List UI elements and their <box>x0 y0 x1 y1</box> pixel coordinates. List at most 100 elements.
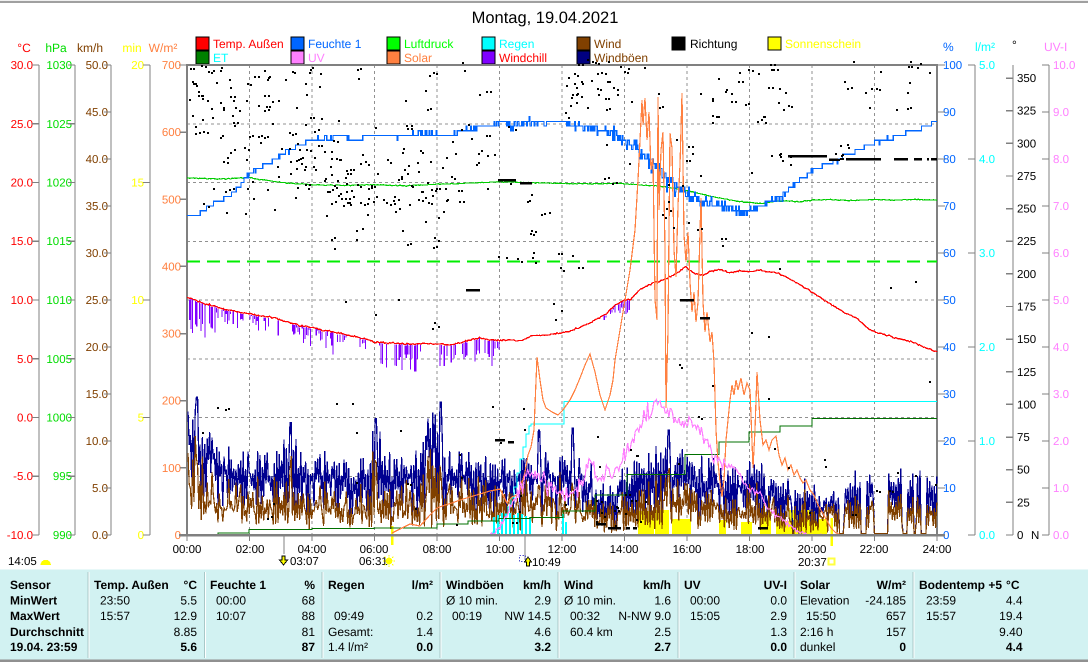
svg-text:68: 68 <box>302 594 316 608</box>
svg-text:00:00: 00:00 <box>690 594 720 608</box>
svg-text:°C: °C <box>184 578 198 592</box>
svg-text:175: 175 <box>1017 302 1036 314</box>
svg-text:4.4: 4.4 <box>1006 594 1023 608</box>
svg-text:500: 500 <box>162 194 181 206</box>
svg-text:dunkel: dunkel <box>800 640 835 654</box>
svg-text:700: 700 <box>162 60 181 72</box>
svg-text:UV: UV <box>308 51 325 65</box>
svg-text:UV-I: UV-I <box>764 578 787 592</box>
svg-text:4.6: 4.6 <box>534 625 551 639</box>
svg-text:00:19: 00:19 <box>452 609 482 623</box>
svg-text:30.0: 30.0 <box>86 248 108 260</box>
svg-text:18:00: 18:00 <box>736 544 765 556</box>
svg-text:50.0: 50.0 <box>86 60 108 72</box>
svg-text:8.85: 8.85 <box>174 625 198 639</box>
svg-text:3.0: 3.0 <box>1053 389 1069 401</box>
svg-text:19.04. 23:59: 19.04. 23:59 <box>10 640 78 654</box>
svg-text:8.0: 8.0 <box>1053 154 1069 166</box>
svg-text:22:00: 22:00 <box>860 544 889 556</box>
svg-text:75: 75 <box>1017 432 1030 444</box>
svg-text:80: 80 <box>943 154 956 166</box>
svg-text:4.0: 4.0 <box>979 154 995 166</box>
svg-text:9.0: 9.0 <box>1053 107 1069 119</box>
svg-text:1000: 1000 <box>46 413 72 425</box>
svg-text:0.0: 0.0 <box>416 640 433 654</box>
svg-text:20.0: 20.0 <box>86 342 108 354</box>
svg-text:Durchschnitt: Durchschnitt <box>10 625 84 639</box>
svg-text:10.0: 10.0 <box>11 295 33 307</box>
svg-text:87: 87 <box>302 640 316 654</box>
svg-text:350: 350 <box>1017 73 1036 85</box>
svg-text:N: N <box>1031 530 1039 542</box>
svg-text:9.40: 9.40 <box>999 625 1023 639</box>
svg-text:-10.0: -10.0 <box>7 530 33 542</box>
svg-text:60: 60 <box>943 248 956 260</box>
svg-text:0.0: 0.0 <box>1053 530 1069 542</box>
svg-text:25.0: 25.0 <box>86 295 108 307</box>
svg-text:12:00: 12:00 <box>548 544 577 556</box>
svg-text:225: 225 <box>1017 236 1036 248</box>
svg-text:0.0: 0.0 <box>770 640 787 654</box>
svg-text:990: 990 <box>53 530 72 542</box>
svg-text:40: 40 <box>943 342 956 354</box>
svg-text:1030: 1030 <box>46 60 72 72</box>
svg-text:325: 325 <box>1017 106 1036 118</box>
svg-text:%: % <box>304 578 315 592</box>
svg-text:45.0: 45.0 <box>86 107 108 119</box>
svg-text:1020: 1020 <box>46 178 72 190</box>
svg-text:14:00: 14:00 <box>610 544 639 556</box>
svg-text:200: 200 <box>162 396 181 408</box>
svg-text:200: 200 <box>1017 269 1036 281</box>
svg-text:20: 20 <box>943 436 956 448</box>
svg-text:UV-I: UV-I <box>1044 40 1067 54</box>
svg-text:Richtung: Richtung <box>690 37 737 51</box>
svg-text:88: 88 <box>302 609 316 623</box>
svg-text:0: 0 <box>899 640 906 654</box>
svg-text:N-NW 9.0: N-NW 9.0 <box>618 609 671 623</box>
svg-text:5.0: 5.0 <box>979 60 995 72</box>
svg-text:-5.0: -5.0 <box>13 471 33 483</box>
svg-text:Feuchte 1: Feuchte 1 <box>308 37 362 51</box>
svg-text:10:07: 10:07 <box>216 609 246 623</box>
svg-text:1010: 1010 <box>46 295 72 307</box>
svg-text:l/m²: l/m² <box>975 40 995 54</box>
svg-text:l/m²: l/m² <box>412 578 433 592</box>
svg-text:04:00: 04:00 <box>298 544 327 556</box>
svg-text:Montag, 19.04.2021: Montag, 19.04.2021 <box>472 9 619 27</box>
svg-text:UV: UV <box>684 578 701 592</box>
svg-text:06:31: 06:31 <box>359 556 388 568</box>
svg-text:16:00: 16:00 <box>673 544 702 556</box>
svg-text:Solar: Solar <box>800 578 830 592</box>
svg-text:23:50: 23:50 <box>100 594 130 608</box>
svg-text:W/m²: W/m² <box>149 41 178 55</box>
svg-text:10:49: 10:49 <box>532 557 561 569</box>
svg-text:657: 657 <box>886 609 906 623</box>
svg-text:400: 400 <box>162 261 181 273</box>
svg-text:°C: °C <box>17 41 31 55</box>
svg-text:40.0: 40.0 <box>86 154 108 166</box>
svg-text:3.2: 3.2 <box>534 640 551 654</box>
svg-text:MinWert: MinWert <box>10 594 57 608</box>
svg-text:08:00: 08:00 <box>423 544 452 556</box>
svg-text:15.0: 15.0 <box>11 236 33 248</box>
svg-text:2.0: 2.0 <box>979 342 995 354</box>
svg-text:°C: °C <box>1006 578 1020 592</box>
svg-text:25: 25 <box>1017 497 1030 509</box>
svg-text:km/h: km/h <box>77 41 103 55</box>
svg-text:Temp. Außen: Temp. Außen <box>213 37 284 51</box>
svg-text:Luftdruck: Luftdruck <box>404 37 454 51</box>
svg-text:19.4: 19.4 <box>999 609 1023 623</box>
svg-text:125: 125 <box>1017 367 1036 379</box>
svg-text:300: 300 <box>1017 138 1036 150</box>
svg-text:Feuchte 1: Feuchte 1 <box>210 578 266 592</box>
svg-text:Windböen: Windböen <box>594 51 648 65</box>
svg-text:2.5: 2.5 <box>654 625 671 639</box>
svg-text:10: 10 <box>943 483 956 495</box>
svg-text:15.0: 15.0 <box>86 389 108 401</box>
svg-text:1015: 1015 <box>46 236 72 248</box>
svg-text:5.0: 5.0 <box>17 354 33 366</box>
svg-text:0.0: 0.0 <box>92 530 108 542</box>
svg-text:25.0: 25.0 <box>11 119 33 131</box>
svg-text:%: % <box>943 40 954 54</box>
svg-text:5.6: 5.6 <box>180 640 197 654</box>
